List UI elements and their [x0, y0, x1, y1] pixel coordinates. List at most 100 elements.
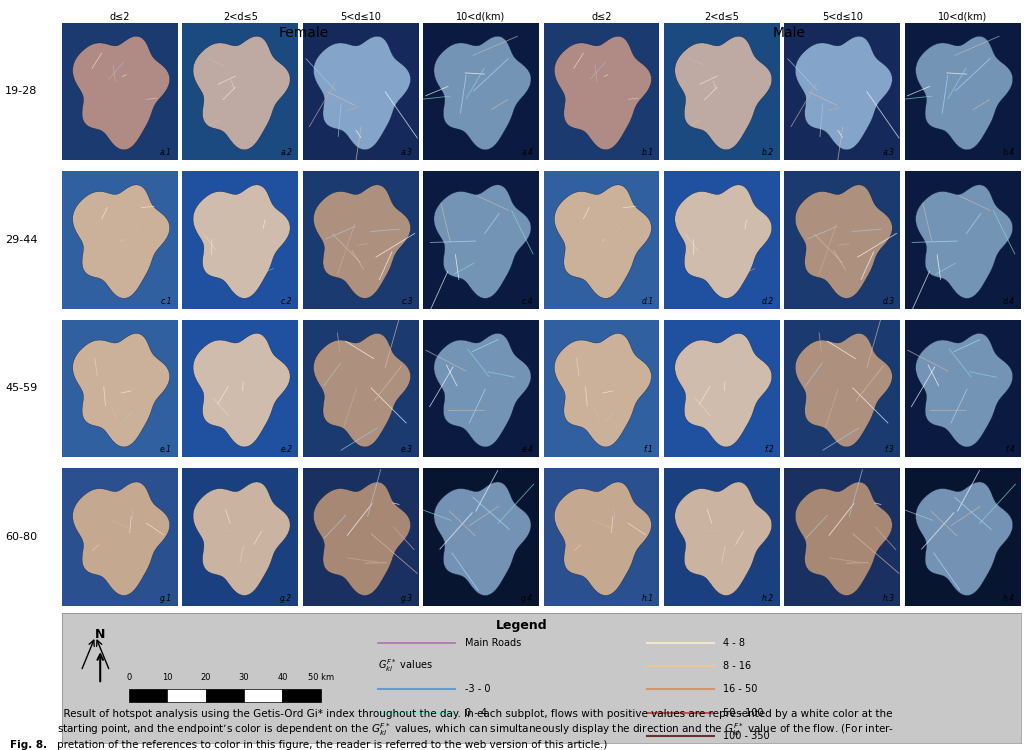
- Text: 10: 10: [162, 673, 172, 682]
- Text: 16 - 50: 16 - 50: [724, 684, 758, 694]
- Text: h.4: h.4: [1003, 594, 1015, 603]
- Text: 40: 40: [277, 673, 288, 682]
- Title: 5<d≤10: 5<d≤10: [340, 12, 381, 22]
- Text: d.1: d.1: [641, 297, 654, 306]
- Text: e.4: e.4: [521, 446, 533, 454]
- Polygon shape: [434, 482, 531, 596]
- Text: d.3: d.3: [883, 297, 895, 306]
- Polygon shape: [675, 333, 772, 447]
- Text: N: N: [95, 628, 105, 641]
- Text: f.4: f.4: [1005, 446, 1015, 454]
- Text: -3 - 0: -3 - 0: [465, 684, 490, 694]
- Polygon shape: [795, 184, 892, 298]
- Text: d.2: d.2: [762, 297, 774, 306]
- Polygon shape: [313, 333, 410, 447]
- Text: g.3: g.3: [401, 594, 412, 603]
- Title: d≤2: d≤2: [109, 12, 130, 22]
- Polygon shape: [313, 36, 410, 150]
- Text: e.1: e.1: [160, 446, 172, 454]
- Polygon shape: [675, 184, 772, 298]
- Text: 50 km: 50 km: [307, 673, 334, 682]
- Text: a.3: a.3: [883, 148, 895, 158]
- Polygon shape: [555, 36, 652, 150]
- Title: 5<d≤10: 5<d≤10: [822, 12, 863, 22]
- Bar: [167, 689, 206, 702]
- Title: 10<d(km): 10<d(km): [938, 12, 988, 22]
- Text: g.1: g.1: [160, 594, 172, 603]
- Text: 60-80: 60-80: [5, 532, 37, 542]
- Polygon shape: [434, 36, 531, 150]
- Text: 8 - 16: 8 - 16: [724, 661, 752, 671]
- Text: 19-28: 19-28: [5, 86, 37, 96]
- Text: 4 - 8: 4 - 8: [724, 638, 745, 648]
- Text: f.1: f.1: [643, 446, 654, 454]
- Polygon shape: [555, 482, 652, 596]
- Polygon shape: [434, 184, 531, 298]
- Text: a.2: a.2: [280, 148, 293, 158]
- Text: Male: Male: [772, 26, 805, 40]
- Text: a.3: a.3: [401, 148, 412, 158]
- Text: h.2: h.2: [762, 594, 774, 603]
- Text: Legend: Legend: [496, 620, 547, 632]
- Text: b.1: b.1: [641, 148, 654, 158]
- Text: a.4: a.4: [522, 148, 533, 158]
- Text: h.1: h.1: [641, 594, 654, 603]
- Text: c.4: c.4: [522, 297, 533, 306]
- Text: 29-44: 29-44: [5, 235, 38, 244]
- Polygon shape: [675, 36, 772, 150]
- Bar: [206, 689, 244, 702]
- Text: Female: Female: [279, 26, 329, 40]
- Text: Fig. 8.: Fig. 8.: [10, 740, 47, 750]
- Polygon shape: [72, 333, 170, 447]
- Polygon shape: [313, 482, 410, 596]
- Polygon shape: [193, 36, 290, 150]
- Text: b.2: b.2: [762, 148, 774, 158]
- Polygon shape: [795, 36, 892, 150]
- Polygon shape: [193, 184, 290, 298]
- Polygon shape: [916, 333, 1012, 447]
- Text: $G_{kl}^{F*}$ values: $G_{kl}^{F*}$ values: [378, 658, 433, 674]
- Text: c.1: c.1: [161, 297, 172, 306]
- Bar: [244, 689, 282, 702]
- Text: b.4: b.4: [1003, 148, 1015, 158]
- Text: f.3: f.3: [885, 446, 895, 454]
- Text: 30: 30: [239, 673, 250, 682]
- Polygon shape: [916, 482, 1012, 596]
- Text: c.2: c.2: [280, 297, 293, 306]
- Text: g.4: g.4: [521, 594, 533, 603]
- Text: d.4: d.4: [1003, 297, 1015, 306]
- Text: g.2: g.2: [280, 594, 293, 603]
- Text: 45-59: 45-59: [5, 383, 37, 394]
- Bar: [129, 689, 167, 702]
- Text: c.3: c.3: [401, 297, 412, 306]
- Text: a.1: a.1: [160, 148, 172, 158]
- Polygon shape: [434, 333, 531, 447]
- Polygon shape: [313, 184, 410, 298]
- Text: Main Roads: Main Roads: [465, 638, 521, 648]
- Polygon shape: [72, 184, 170, 298]
- Text: 100 - 350: 100 - 350: [724, 731, 770, 741]
- Text: 50 - 100: 50 - 100: [724, 708, 764, 718]
- Title: 10<d(km): 10<d(km): [457, 12, 505, 22]
- Polygon shape: [555, 333, 652, 447]
- Text: 0 - 4: 0 - 4: [465, 708, 487, 718]
- Polygon shape: [795, 482, 892, 596]
- Text: 0: 0: [127, 673, 132, 682]
- Text: 20: 20: [200, 673, 211, 682]
- Title: 2<d≤5: 2<d≤5: [704, 12, 739, 22]
- Polygon shape: [916, 184, 1012, 298]
- Polygon shape: [916, 36, 1012, 150]
- Polygon shape: [72, 36, 170, 150]
- Polygon shape: [555, 184, 652, 298]
- Title: d≤2: d≤2: [591, 12, 611, 22]
- Polygon shape: [795, 333, 892, 447]
- Polygon shape: [675, 482, 772, 596]
- Polygon shape: [72, 482, 170, 596]
- Text: h.3: h.3: [883, 594, 895, 603]
- Title: 2<d≤5: 2<d≤5: [223, 12, 258, 22]
- Text: e.2: e.2: [280, 446, 293, 454]
- Text: Result of hotspot analysis using the Getis-Ord Gi* index throughout the day. In : Result of hotspot analysis using the Get…: [57, 710, 894, 750]
- Text: e.3: e.3: [401, 446, 412, 454]
- Text: f.2: f.2: [764, 446, 774, 454]
- Polygon shape: [193, 333, 290, 447]
